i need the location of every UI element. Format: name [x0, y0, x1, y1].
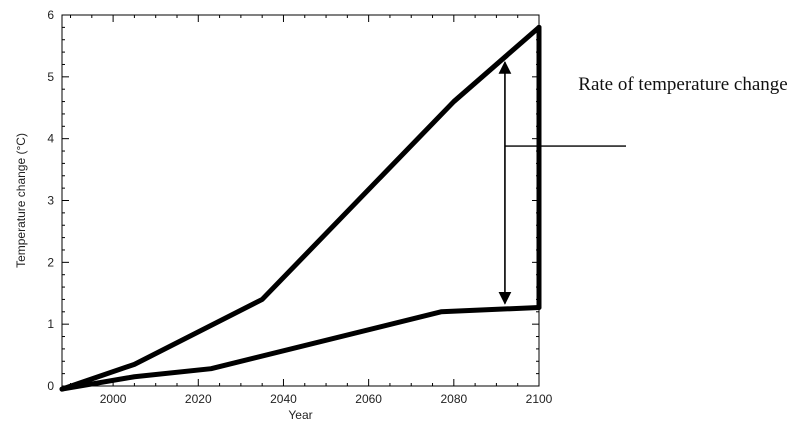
x-tick-label: 2000 [100, 392, 127, 406]
x-tick-label: 2020 [185, 392, 212, 406]
y-tick-label: 4 [47, 132, 54, 146]
y-tick-label: 3 [47, 194, 54, 208]
x-tick-label: 2100 [526, 392, 553, 406]
y-tick-label: 6 [47, 8, 54, 22]
x-axis-ticks: 2000 2020 2040 2060 2080 2100 [70, 15, 553, 406]
series-lines [59, 24, 542, 392]
annotation-text: Rate of temperature change [578, 74, 788, 95]
annotations [498, 24, 626, 310]
x-axis-label: Year [288, 408, 312, 422]
plot-frame [61, 14, 540, 387]
y-tick-label: 2 [47, 255, 54, 269]
y-axis-ticks: 0 1 2 3 4 5 6 [47, 8, 539, 393]
x-tick-label: 2080 [440, 392, 467, 406]
y-tick-label: 5 [47, 70, 54, 84]
y-tick-label: 1 [47, 317, 54, 331]
series-line-2 [59, 304, 542, 392]
y-tick-label: 0 [47, 379, 54, 393]
series-line-1 [59, 24, 542, 392]
x-tick-label: 2060 [355, 392, 382, 406]
plot-border [61, 14, 540, 387]
y-axis-label: Temperature change (°C) [14, 133, 28, 268]
x-tick-label: 2040 [270, 392, 297, 406]
